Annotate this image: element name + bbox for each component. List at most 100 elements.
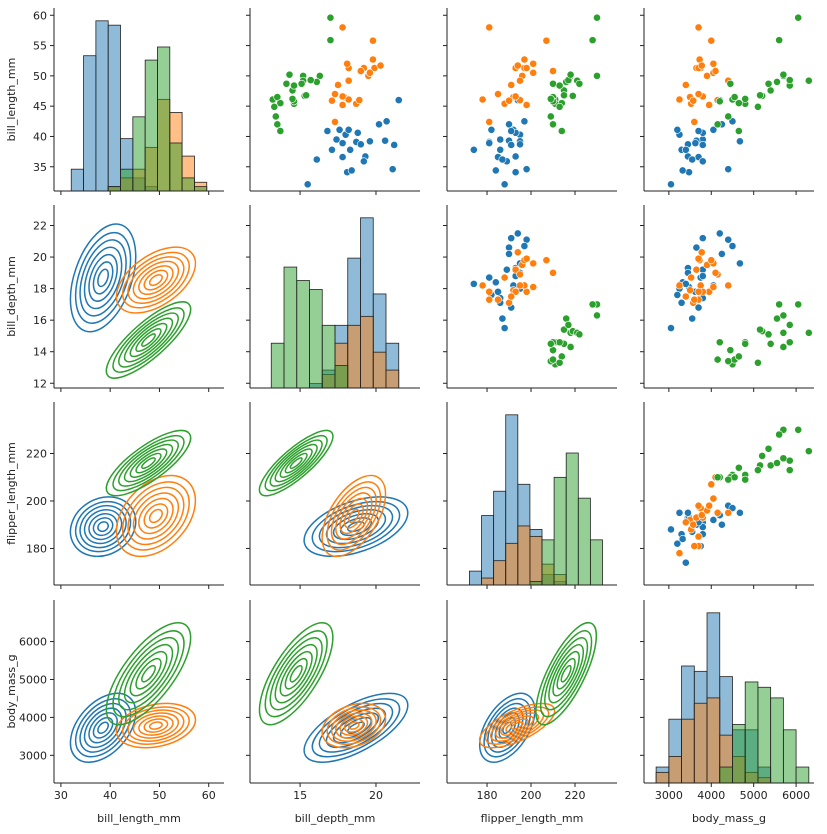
scatter-point <box>681 558 690 567</box>
y-tick-label: 50 <box>33 70 47 83</box>
kde-contour <box>69 496 137 558</box>
kde-contour <box>74 500 132 553</box>
y-tick-label: 3000 <box>19 749 47 762</box>
scatter-point <box>290 81 298 90</box>
kde-contour <box>127 709 185 742</box>
kde-contour <box>127 486 185 546</box>
scatter-point <box>741 339 750 348</box>
y-tick-label: 40 <box>33 130 47 143</box>
hist-bar <box>541 539 555 585</box>
kde-contour <box>123 317 174 363</box>
scatter-point <box>511 152 520 161</box>
scatter-point <box>487 125 496 134</box>
kde-contour <box>258 621 334 726</box>
scatter-point <box>698 234 707 243</box>
kde-contour <box>330 486 377 546</box>
hist-bar <box>283 266 298 388</box>
scatter-point <box>724 235 733 244</box>
scatter-point <box>575 79 584 88</box>
scatter-point <box>338 153 347 161</box>
y-axis-label: bill_depth_mm <box>5 256 18 337</box>
scatter-point <box>756 325 764 334</box>
kde-contour <box>311 500 401 553</box>
scatter-point <box>681 292 690 301</box>
y-tick-label: 180 <box>26 542 47 555</box>
kde-contour <box>332 513 380 541</box>
scatter-point <box>685 168 693 177</box>
scatter-point <box>698 141 707 149</box>
kde-contour <box>279 448 313 478</box>
scatter-point <box>522 165 531 174</box>
panel <box>258 621 409 763</box>
scatter-point <box>478 281 487 290</box>
kde-contour <box>118 637 179 711</box>
scatter-point <box>529 68 538 77</box>
scatter-point <box>566 343 575 351</box>
hist-bar <box>372 351 387 388</box>
scatter-point <box>271 112 280 121</box>
hist-bar <box>360 315 374 388</box>
kde-contour <box>88 253 118 302</box>
scatter-point <box>302 91 311 100</box>
scatter-point <box>491 278 500 287</box>
x-tick-label: 6000 <box>782 789 810 802</box>
kde-contour <box>339 517 373 537</box>
scatter-point <box>694 532 703 541</box>
scatter-point <box>779 328 788 337</box>
y-tick-label: 4000 <box>19 711 47 724</box>
scatter-point <box>338 92 347 101</box>
hist-bar <box>83 55 97 191</box>
scatter-point <box>344 125 353 134</box>
panel <box>270 217 400 388</box>
scatter-point <box>775 300 784 309</box>
panel <box>70 20 208 191</box>
hist-bar <box>719 766 733 783</box>
scatter-point <box>359 157 368 166</box>
scatter-point <box>690 542 699 550</box>
scatter-point <box>285 70 294 79</box>
scatter-point <box>715 338 724 347</box>
kde-contour <box>69 223 137 333</box>
scatter-point <box>709 516 718 524</box>
scatter-point <box>366 68 374 77</box>
scatter-point <box>698 272 707 280</box>
scatter-point <box>355 96 364 105</box>
hist-bar <box>385 369 400 388</box>
scatter-point <box>273 120 282 129</box>
kde-contour <box>132 492 180 540</box>
scatter-point <box>303 180 312 189</box>
scatter-point <box>516 140 524 149</box>
scatter-point <box>491 166 500 175</box>
kde-contour <box>115 702 197 749</box>
scatter-point <box>498 314 507 323</box>
scatter-point <box>381 136 389 145</box>
hist-bar <box>296 280 310 388</box>
scatter-point <box>500 273 509 282</box>
kde-contour <box>121 251 190 309</box>
scatter-point <box>507 141 516 149</box>
kde-contour <box>135 327 162 353</box>
kde-contour <box>88 513 118 541</box>
scatter-point <box>498 155 507 164</box>
scatter-point <box>673 539 682 548</box>
scatter-point <box>555 358 564 367</box>
kde-contour <box>326 481 382 551</box>
kde-contour <box>138 497 174 535</box>
x-tick-label: 5000 <box>740 789 768 802</box>
scatter-point <box>724 475 733 484</box>
hist-bar <box>782 729 797 783</box>
scatter-point <box>546 112 555 121</box>
scatter-point <box>677 298 686 307</box>
scatter-point <box>326 13 335 22</box>
scatter-point <box>687 273 696 282</box>
scatter-point <box>709 125 718 134</box>
scatter-point <box>707 480 716 489</box>
scatter-point <box>276 99 285 108</box>
kde-contour <box>138 265 174 296</box>
x-axis-label: bill_length_mm <box>97 812 181 825</box>
kde-contour <box>264 630 328 718</box>
scatter-point <box>709 494 718 503</box>
scatter-point <box>500 324 509 332</box>
scatter-point <box>690 295 699 304</box>
scatter-point <box>673 291 682 299</box>
